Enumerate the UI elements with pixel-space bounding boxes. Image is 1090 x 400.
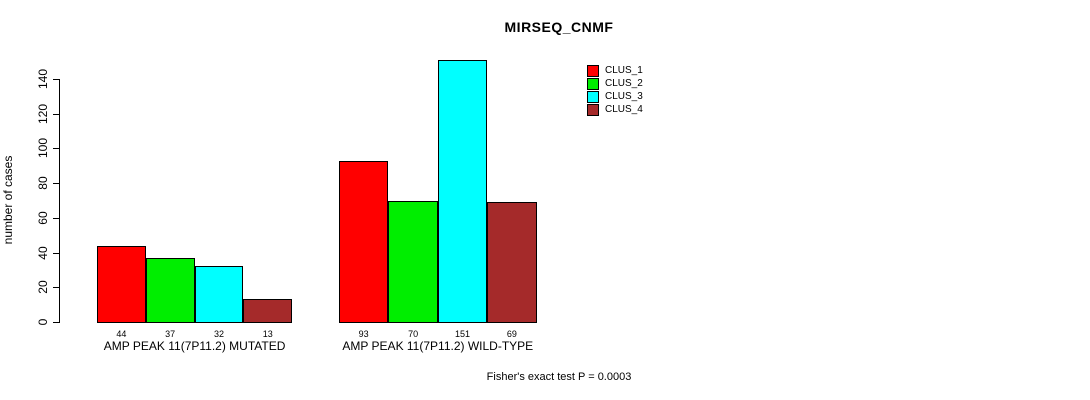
bar-clus_4-group2 [487, 202, 537, 323]
bar-value-label: 13 [262, 329, 273, 339]
legend-label: CLUS_2 [605, 78, 643, 89]
y-tick-label: 0 [36, 318, 50, 326]
legend-swatch-icon [587, 77, 599, 90]
y-tick-label: 100 [36, 138, 50, 159]
legend: CLUS_1 CLUS_2 CLUS_3 CLUS_4 [587, 64, 643, 116]
x-category-label: AMP PEAK 11(7P11.2) WILD-TYPE [342, 339, 534, 353]
y-axis-line [59, 79, 60, 323]
y-tick-mark [53, 287, 59, 289]
legend-item-clus_4: CLUS_4 [587, 103, 643, 116]
y-tick-label: 40 [36, 245, 50, 260]
bar-clus_1-group2 [339, 160, 389, 323]
x-category-label: AMP PEAK 11(7P11.2) MUTATED [103, 339, 286, 353]
y-tick-mark [53, 148, 59, 150]
legend-item-clus_1: CLUS_1 [587, 64, 643, 77]
y-tick-mark [53, 79, 59, 80]
annotation-text: Fisher's exact test P = 0.0003 [486, 371, 632, 383]
legend-swatch-icon [587, 90, 599, 103]
legend-swatch-icon [587, 103, 599, 116]
y-tick-mark [53, 322, 59, 323]
legend-label: CLUS_1 [605, 65, 643, 76]
y-tick-label: 120 [36, 103, 50, 124]
bar-value-label: 37 [165, 329, 176, 339]
bar-value-label: 44 [116, 329, 127, 339]
bar-value-label: 70 [408, 329, 419, 339]
bar-clus_1-group1 [97, 245, 146, 323]
y-tick-mark [53, 183, 59, 185]
bar-value-label: 93 [358, 329, 369, 339]
y-tick-label: 60 [36, 211, 50, 225]
bar-value-label: 69 [506, 329, 517, 339]
y-tick-mark [53, 252, 59, 254]
bar-clus_3-group2 [437, 59, 488, 323]
y-tick-mark [53, 113, 59, 115]
legend-item-clus_2: CLUS_2 [587, 77, 643, 90]
y-tick-label: 80 [36, 176, 50, 190]
chart-title: MIRSEQ_CNMF [504, 19, 614, 35]
legend-label: CLUS_3 [605, 91, 643, 102]
y-tick-mark [53, 217, 59, 219]
legend-swatch-icon [587, 64, 599, 77]
bar-clus_2-group1 [145, 257, 195, 323]
y-tick-label: 20 [36, 280, 50, 294]
bar-clus_3-group1 [194, 266, 244, 323]
bar-clus_4-group1 [243, 299, 293, 323]
legend-item-clus_3: CLUS_3 [587, 90, 643, 103]
bar-clus_2-group2 [388, 200, 438, 323]
bar-value-label: 32 [213, 329, 225, 339]
legend-label: CLUS_4 [605, 104, 643, 115]
y-tick-label: 140 [36, 68, 50, 90]
bar-value-label: 151 [454, 329, 471, 339]
